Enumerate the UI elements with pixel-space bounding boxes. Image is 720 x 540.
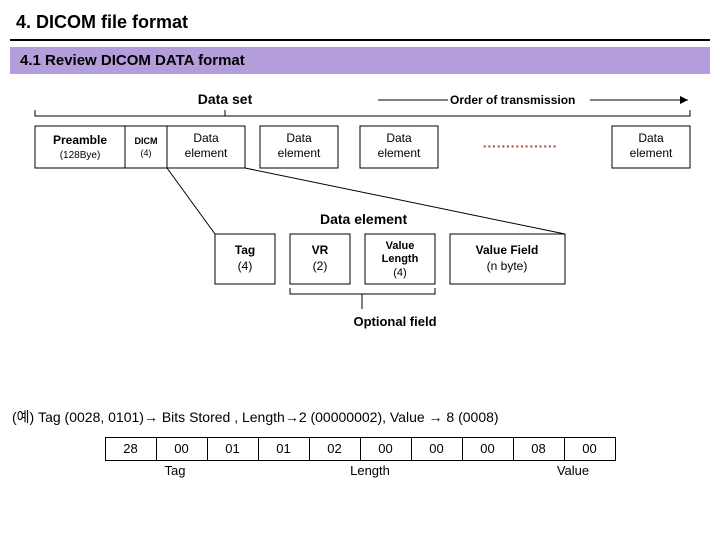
byte-cell: 01 <box>258 437 310 461</box>
byte-cell: 00 <box>564 437 616 461</box>
byte-cell: 08 <box>513 437 565 461</box>
byte-labels: Tag Length Value <box>0 463 720 489</box>
svg-text:(4): (4) <box>393 267 406 279</box>
svg-text:DICM: DICM <box>135 136 158 146</box>
svg-text:Data: Data <box>638 131 664 145</box>
byte-cell: 02 <box>309 437 361 461</box>
byte-row: 28 00 01 01 02 00 00 00 08 00 <box>0 437 720 461</box>
svg-text:(n byte): (n byte) <box>487 259 528 273</box>
svg-text:VR: VR <box>312 243 329 257</box>
svg-text:Data: Data <box>386 131 412 145</box>
svg-text:Data: Data <box>193 131 219 145</box>
svg-text:Value: Value <box>386 240 415 252</box>
byte-cell: 01 <box>207 437 259 461</box>
byte-cell: 00 <box>411 437 463 461</box>
byte-cell: 00 <box>360 437 412 461</box>
dataset-label: Data set <box>198 91 253 107</box>
svg-text:(4): (4) <box>141 148 152 158</box>
page-title: 4. DICOM file format <box>0 0 720 39</box>
diagram-area: Data set Order of transmission Preamble … <box>0 74 720 399</box>
svg-text:Data: Data <box>286 131 312 145</box>
svg-text:(2): (2) <box>313 259 328 273</box>
section-subtitle: 4.1 Review DICOM DATA format <box>10 47 710 74</box>
svg-text:Preamble: Preamble <box>53 133 107 147</box>
optional-label: Optional field <box>353 314 436 329</box>
example-text: (예) Tag (0028, 0101)→ Bits Stored , Leng… <box>0 407 720 427</box>
svg-text:element: element <box>185 146 228 160</box>
svg-text:(4): (4) <box>238 259 253 273</box>
svg-text:Tag: Tag <box>235 243 255 257</box>
dataset-row: Preamble (128Bye) DICM (4) Data element … <box>35 126 690 168</box>
svg-text:element: element <box>630 146 673 160</box>
svg-text:element: element <box>378 146 421 160</box>
detail-row: Tag (4) VR (2) Value Length (4) Value Fi… <box>215 234 565 284</box>
order-label: Order of transmission <box>450 93 575 107</box>
dicom-diagram: Data set Order of transmission Preamble … <box>0 74 720 394</box>
svg-text:(128Bye): (128Bye) <box>60 150 101 161</box>
detail-label: Data element <box>320 211 407 227</box>
svg-text:element: element <box>278 146 321 160</box>
svg-text:················: ················ <box>483 138 558 154</box>
byte-cell: 00 <box>462 437 514 461</box>
title-rule <box>10 39 710 41</box>
svg-text:Value Field: Value Field <box>476 243 539 257</box>
svg-text:Length: Length <box>382 253 419 265</box>
byte-cell: 28 <box>105 437 157 461</box>
byte-cell: 00 <box>156 437 208 461</box>
